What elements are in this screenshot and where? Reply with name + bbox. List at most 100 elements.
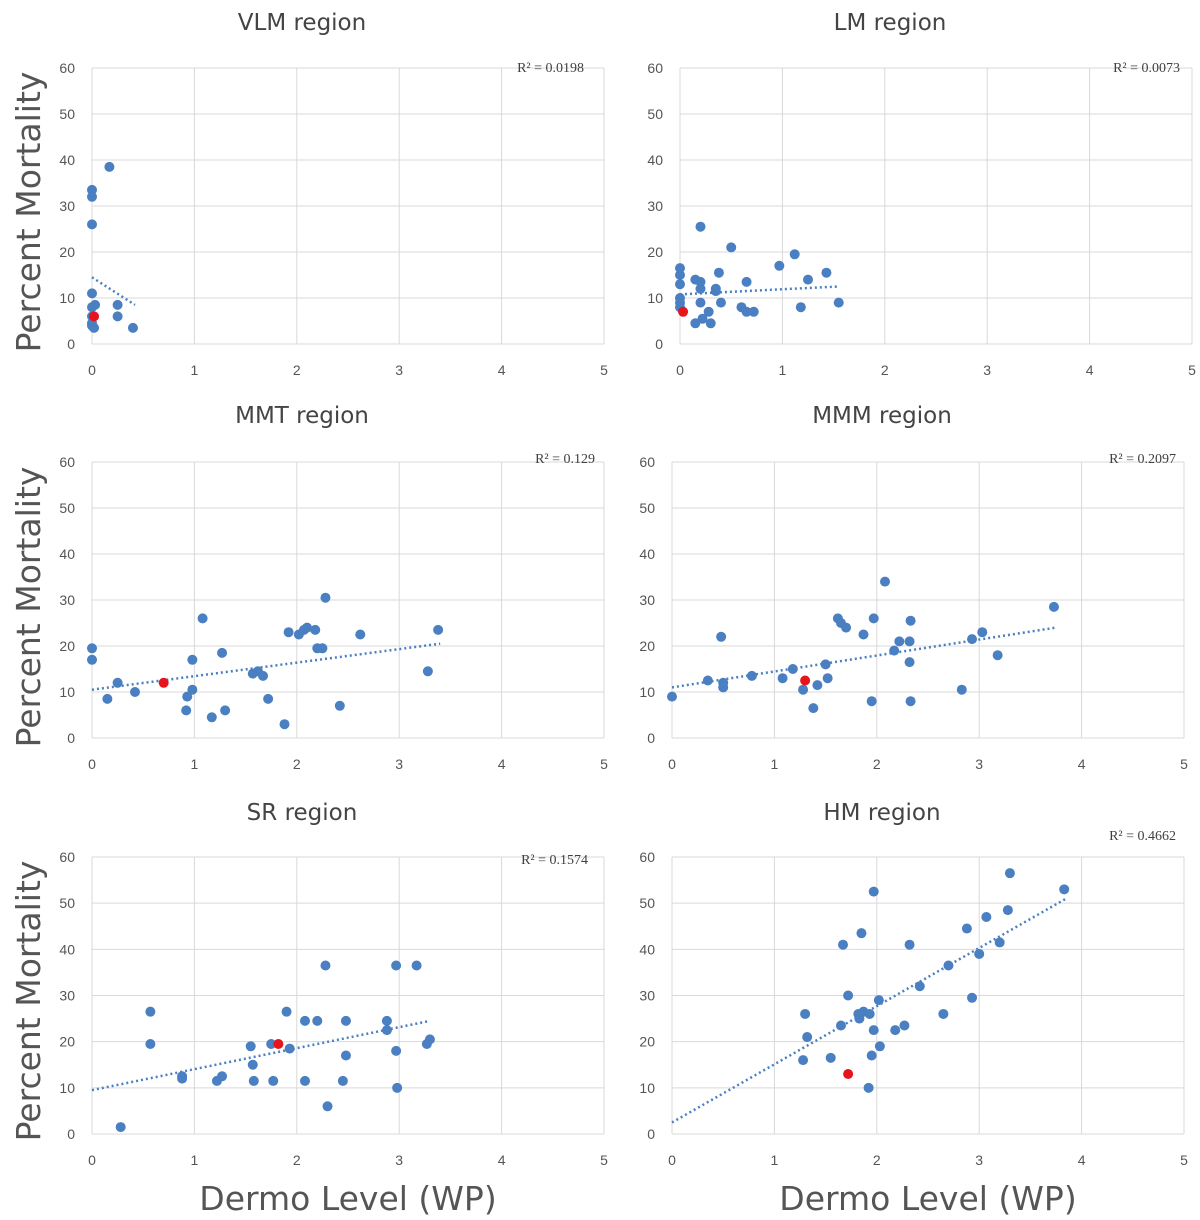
data-point [716, 631, 727, 642]
data-point [703, 306, 714, 317]
data-point [787, 664, 798, 674]
panel-title: MMM region [812, 403, 952, 429]
data-point [87, 654, 97, 665]
r-squared-label: R² = 0.129 [535, 452, 595, 467]
data-point [974, 948, 985, 959]
y-tick-label: 50 [59, 500, 75, 516]
data-point [104, 161, 115, 172]
y-tick-label: 30 [59, 592, 75, 608]
data-point [695, 283, 706, 294]
data-point [798, 1055, 809, 1066]
data-point [874, 1041, 885, 1052]
data-point [112, 311, 123, 322]
data-point [868, 613, 879, 624]
data-point [833, 297, 844, 308]
r-squared-label: R² = 0.1574 [521, 853, 588, 868]
data-point [433, 624, 444, 635]
data-point [695, 276, 706, 287]
data-point [825, 1052, 836, 1063]
data-point [821, 267, 832, 278]
panel-2: 0 10 20 30 40 50 60 0 1 2 3 4 5 LM region R² = 0.0073 [647, 10, 1196, 378]
data-point [879, 576, 890, 587]
y-tick-label: 30 [639, 592, 655, 608]
data-point [89, 322, 100, 333]
y-tick-label: 50 [59, 895, 75, 911]
y-tick-label: 0 [647, 1126, 655, 1142]
y-tick-label: 10 [59, 290, 75, 306]
panel-3: 0 10 20 30 40 50 60 0 1 2 3 4 5 MMT region R² = 0.129 [59, 403, 608, 772]
y-axis-label-row-3: Percent Mortality [9, 861, 48, 1142]
data-point [858, 629, 869, 640]
data-point [87, 191, 97, 202]
x-tick-label: 4 [1078, 1152, 1086, 1168]
y-tick-label: 40 [59, 941, 75, 957]
y-tick-label: 40 [639, 546, 655, 562]
y-tick-label: 40 [59, 546, 75, 562]
data-point [391, 960, 402, 971]
data-point [889, 645, 900, 656]
data-point [130, 687, 141, 697]
x-tick-label: 1 [191, 1152, 199, 1168]
data-point [206, 712, 217, 723]
data-point [690, 318, 701, 329]
data-point [905, 615, 916, 626]
y-tick-label: 30 [59, 198, 75, 214]
data-point [866, 1050, 877, 1061]
data-point [392, 1082, 403, 1093]
x-axis-label-left: Dermo Level (WP) [199, 1179, 496, 1218]
y-tick-label: 30 [59, 988, 75, 1004]
data-point [279, 719, 290, 730]
y-tick-label: 40 [59, 152, 75, 168]
data-point [841, 622, 852, 633]
data-point [1048, 601, 1059, 612]
data-point [381, 1015, 392, 1026]
y-tick-label: 20 [639, 1034, 655, 1050]
y-tick-label: 30 [639, 988, 655, 1004]
data-point [789, 249, 800, 260]
data-point [812, 680, 823, 691]
x-tick-label: 3 [395, 1152, 403, 1168]
y-tick-label: 60 [59, 454, 75, 470]
panel-title: VLM region [238, 10, 366, 36]
x-tick-label: 3 [975, 1152, 983, 1168]
x-tick-label: 0 [88, 1152, 96, 1168]
data-point [992, 650, 1003, 661]
data-point [843, 990, 854, 1001]
y-tick-label: 60 [639, 849, 655, 865]
y-tick-label: 10 [647, 290, 663, 306]
data-point [994, 937, 1005, 948]
x-tick-label: 1 [191, 756, 199, 772]
data-point [187, 654, 198, 665]
data-point [90, 299, 101, 310]
data-point [938, 1008, 949, 1019]
x-tick-label: 0 [88, 362, 96, 378]
highlight-point [800, 675, 811, 686]
data-point [220, 705, 231, 716]
highlight-point [843, 1068, 854, 1079]
x-tick-label: 2 [293, 362, 301, 378]
data-point [967, 634, 978, 645]
y-tick-label: 0 [67, 730, 75, 746]
data-point [177, 1073, 188, 1084]
panel-title: MMT region [235, 403, 369, 429]
trend-line [91, 642, 441, 691]
data-point [741, 276, 752, 287]
data-point [355, 629, 366, 640]
panel-6: 0 10 20 30 40 50 60 0 1 2 3 4 5 HM region R² = 0.4662 [639, 800, 1188, 1168]
data-point [961, 923, 972, 934]
data-point [808, 703, 819, 714]
y-tick-label: 10 [59, 684, 75, 700]
x-tick-label: 2 [881, 362, 889, 378]
data-point [981, 912, 992, 923]
x-tick-label: 2 [293, 1152, 301, 1168]
data-point [868, 1025, 879, 1036]
x-tick-label: 3 [975, 756, 983, 772]
data-point [856, 928, 867, 939]
y-tick-label: 0 [655, 336, 663, 352]
data-point [340, 1050, 351, 1061]
x-tick-label: 0 [668, 1152, 676, 1168]
data-point [822, 673, 833, 684]
x-tick-label: 0 [668, 756, 676, 772]
data-point [197, 613, 208, 624]
